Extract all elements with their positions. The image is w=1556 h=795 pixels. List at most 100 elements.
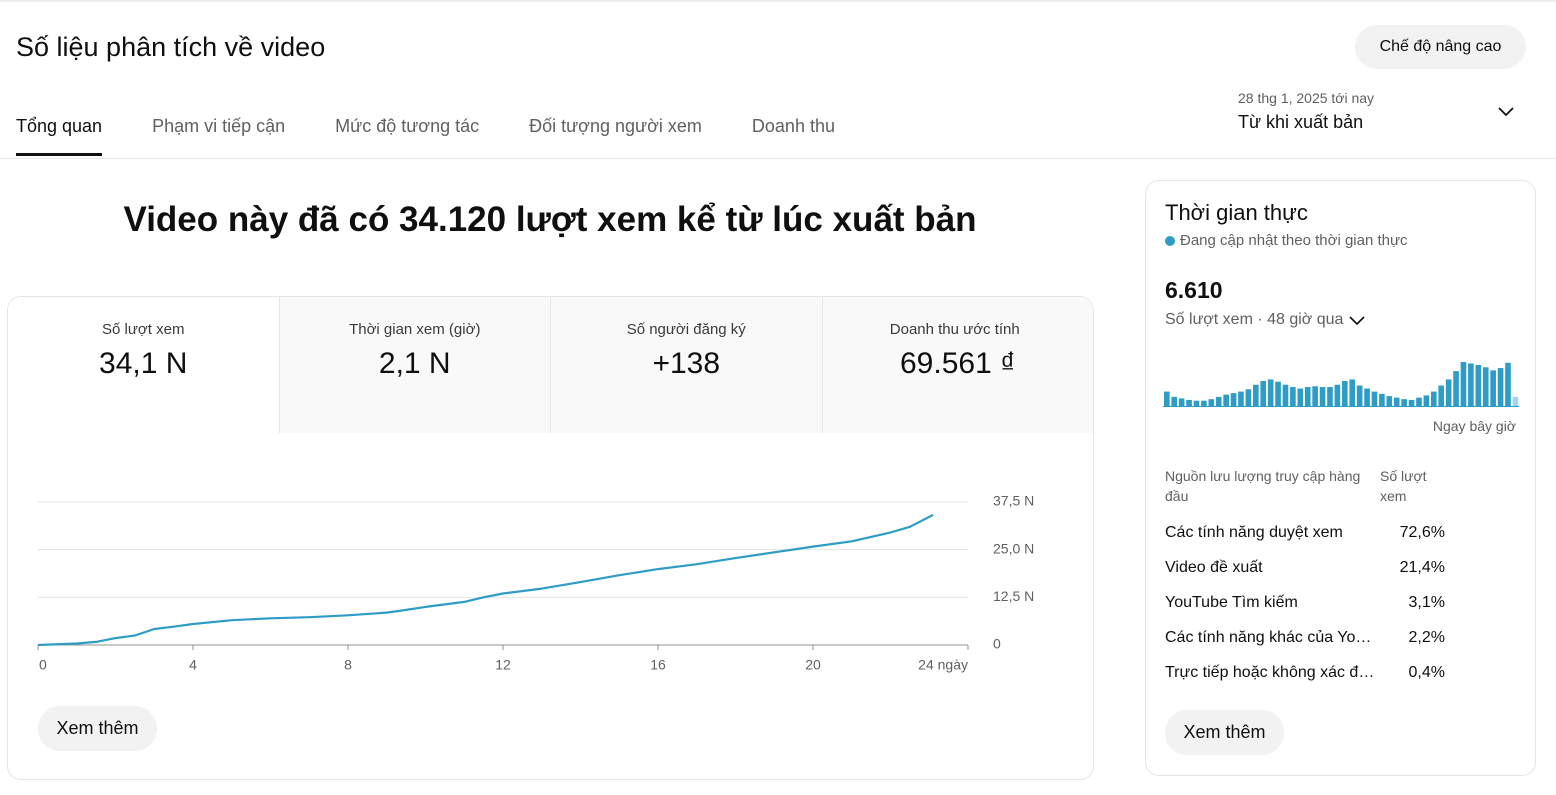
realtime-bar (1475, 365, 1482, 406)
realtime-card: Thời gian thực Đang cập nhật theo thời g… (1145, 180, 1536, 776)
realtime-bar (1260, 380, 1267, 406)
source-row: YouTube Tìm kiếm 3,1% (1165, 591, 1517, 615)
tab[interactable]: Phạm vi tiếp cận (152, 116, 286, 136)
realtime-bar (1371, 391, 1378, 406)
tab[interactable]: Đối tượng người xem (529, 116, 702, 136)
realtime-bar (1230, 393, 1237, 406)
tab-bar: Tổng quan Phạm vi tiếp cận Mức độ tương tá… (16, 116, 835, 156)
realtime-bar (1438, 385, 1445, 406)
metric-label: Số lượt xem (102, 321, 184, 338)
realtime-bar (1327, 387, 1333, 406)
realtime-metric[interactable]: Số lượt xem · 48 giờ qua (1165, 311, 1366, 329)
realtime-bar (1164, 391, 1170, 406)
realtime-bar (1468, 363, 1474, 406)
advanced-mode-button[interactable]: Chế độ nâng cao (1355, 25, 1526, 69)
status-dot (1165, 235, 1175, 246)
realtime-bar (1171, 396, 1178, 406)
realtime-bar (1304, 387, 1311, 406)
realtime-bar (1482, 367, 1489, 406)
source-name: Các tính năng duyệt xem (1165, 524, 1343, 541)
sources-header: Nguồn lưu lượng truy cập hàng đầu (1165, 468, 1361, 504)
realtime-bar (1253, 384, 1259, 406)
metric-label-text: Thời gian xem (giờ) (349, 321, 481, 338)
realtime-bar (1275, 381, 1281, 406)
separator (0, 158, 1556, 159)
source-name: Video đề xuất (1165, 559, 1263, 576)
tab[interactable]: Doanh thu (751, 116, 835, 136)
realtime-status: Đang cập nhật theo thời gian thực (1165, 232, 1408, 249)
metric-tab[interactable]: Số lượt xem 34,1 N (8, 297, 279, 433)
date-range-label[interactable]: Từ khi xuất bản (1238, 112, 1364, 132)
y-tick-label: 12,5 N (993, 588, 1034, 604)
source-percent: 3,1% (1408, 594, 1445, 611)
realtime-bar (1393, 397, 1400, 406)
realtime-bar (1431, 391, 1437, 406)
source-percent: 0,4% (1408, 664, 1445, 681)
realtime-bar (1282, 384, 1289, 406)
source-percent: 72,6% (1399, 524, 1445, 541)
x-tick-label: 12 (495, 657, 511, 673)
x-tick-label: 8 (344, 657, 352, 673)
realtime-bar (1297, 388, 1304, 406)
realtime-bar (1201, 400, 1207, 406)
realtime-bar (1379, 393, 1385, 406)
page-title: Số liệu phân tích về video (16, 32, 326, 62)
metric-label-text: Doanh thu ước tính (889, 321, 1020, 338)
metric-tab[interactable]: Doanh thu ước tính 69.561 ₫ (821, 297, 1093, 433)
views-chart: 0 12,5 N 25,0 N 37,5 N 0 4 8 12 16 20 24 ngày (37, 493, 1034, 673)
metric-value: 69.561 ₫ (900, 347, 1016, 380)
realtime-bar (1453, 371, 1459, 406)
status-text: Đang cập nhật theo thời gian thực (1180, 232, 1408, 249)
dropdown-chevron[interactable] (1497, 105, 1515, 119)
realtime-bar (1401, 399, 1407, 406)
metric-label-text: Số người đăng ký (626, 321, 746, 338)
tab[interactable]: Mức độ tương tác (335, 116, 480, 136)
date-range[interactable]: 28 thg 1, 2025 tới nay (1238, 90, 1375, 106)
see-more-button[interactable]: Xem thêm (1165, 710, 1284, 755)
realtime-bar (1408, 399, 1415, 406)
now-label: Ngay bây giờ (1432, 418, 1516, 434)
overview-card: Số lượt xem 34,1 N Thời gian xem (giờ) 2,1 … (7, 296, 1094, 780)
tab[interactable]: Tổng quan (16, 116, 103, 156)
metric-value: +138 (652, 347, 721, 380)
see-more-button[interactable]: Xem thêm (38, 706, 157, 751)
metric-text: Số lượt xem · 48 giờ qua (1165, 311, 1344, 328)
metric-tab[interactable]: Thời gian xem (giờ) 2,1 N (278, 297, 550, 433)
realtime-bar (1460, 362, 1467, 406)
views-header: Số lượt xem (1380, 468, 1427, 504)
metric-value: 34,1 N (99, 347, 188, 380)
x-tick-label: 0 (39, 657, 47, 673)
realtime-bar (1445, 379, 1452, 406)
realtime-bar (1290, 387, 1296, 406)
source-name: YouTube Tìm kiếm (1165, 594, 1298, 611)
source-row: Các tính năng khác của YouTube 2,2% (1165, 626, 1517, 650)
y-tick-label: 0 (993, 636, 1001, 652)
realtime-bar (1386, 396, 1393, 406)
realtime-bar (1334, 384, 1341, 406)
x-tick-label: 4 (189, 657, 197, 673)
realtime-bar (1423, 395, 1430, 406)
realtime-bar (1208, 399, 1215, 406)
metric-label-text: Số lượt xem (102, 321, 185, 338)
metric-value: 2,1 N (378, 347, 451, 380)
realtime-bar (1505, 362, 1511, 406)
metric-tab[interactable]: Số người đăng ký +138 (550, 297, 822, 433)
source-name: Trực tiếp hoặc không xác định (1165, 664, 1377, 681)
realtime-bar (1238, 391, 1244, 406)
realtime-bar (1223, 394, 1229, 406)
top-shadow (0, 0, 1556, 3)
y-tick-label: 25,0 N (993, 540, 1034, 556)
realtime-count: 6.610 (1165, 277, 1223, 303)
source-row: Các tính năng duyệt xem 72,6% (1165, 521, 1517, 545)
realtime-bar (1215, 396, 1222, 406)
realtime-bar (1312, 386, 1318, 406)
metric-label: Số người đăng ký (627, 321, 746, 338)
realtime-bar (1186, 399, 1192, 406)
realtime-bar (1512, 396, 1519, 406)
realtime-bar (1267, 379, 1274, 406)
realtime-bar (1319, 387, 1326, 406)
realtime-bar (1245, 389, 1252, 406)
chevron (1349, 316, 1366, 326)
realtime-bar (1178, 398, 1185, 406)
